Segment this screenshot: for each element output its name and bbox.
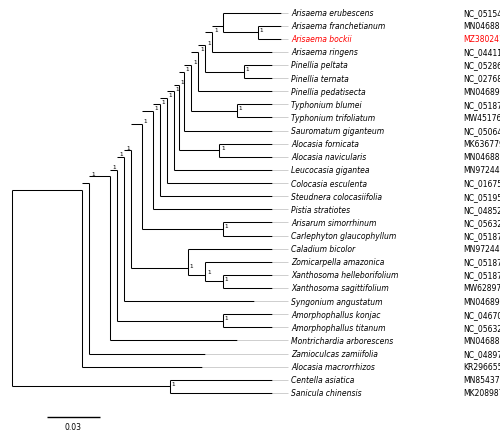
Text: 1: 1 bbox=[172, 381, 176, 386]
Text: 1: 1 bbox=[144, 119, 148, 124]
Text: MN972441: MN972441 bbox=[464, 245, 500, 253]
Text: Amorphophallus titanum: Amorphophallus titanum bbox=[292, 323, 386, 332]
Text: Typhonium trifoliatum: Typhonium trifoliatum bbox=[292, 114, 376, 123]
Text: 1: 1 bbox=[260, 27, 264, 33]
Text: NC_016753: NC_016753 bbox=[464, 179, 500, 188]
Text: 1: 1 bbox=[186, 67, 190, 72]
Text: 1: 1 bbox=[224, 316, 228, 320]
Text: Zomicarpella amazonica: Zomicarpella amazonica bbox=[292, 258, 384, 266]
Text: Pistia stratiotes: Pistia stratiotes bbox=[292, 205, 350, 214]
Text: Arisaema bockii: Arisaema bockii bbox=[292, 35, 352, 44]
Text: Sanicula chinensis: Sanicula chinensis bbox=[292, 388, 362, 398]
Text: 1: 1 bbox=[154, 106, 158, 111]
Text: Centella asiatica: Centella asiatica bbox=[292, 375, 354, 385]
Text: 1: 1 bbox=[193, 60, 196, 65]
Text: MN046885: MN046885 bbox=[464, 22, 500, 31]
Text: 1: 1 bbox=[207, 40, 210, 46]
Text: NC_051871: NC_051871 bbox=[464, 231, 500, 240]
Text: MZ380241: MZ380241 bbox=[464, 35, 500, 44]
Text: 1: 1 bbox=[200, 47, 203, 52]
Text: NC_050648: NC_050648 bbox=[464, 127, 500, 136]
Text: MW628970: MW628970 bbox=[464, 284, 500, 293]
Text: KR296655: KR296655 bbox=[464, 362, 500, 372]
Text: 1: 1 bbox=[214, 27, 218, 33]
Text: 1: 1 bbox=[112, 165, 116, 170]
Text: Arisaema ringens: Arisaema ringens bbox=[292, 48, 358, 57]
Text: MN972442: MN972442 bbox=[464, 166, 500, 175]
Text: MN046882: MN046882 bbox=[464, 153, 500, 162]
Text: NC_048973: NC_048973 bbox=[464, 349, 500, 358]
Text: 1: 1 bbox=[176, 86, 179, 92]
Text: NC_048522: NC_048522 bbox=[464, 205, 500, 214]
Text: MN046894: MN046894 bbox=[464, 297, 500, 306]
Text: 1: 1 bbox=[246, 67, 249, 72]
Text: NC_027681: NC_027681 bbox=[464, 75, 500, 83]
Text: Pinellia ternata: Pinellia ternata bbox=[292, 75, 349, 83]
Text: 1: 1 bbox=[180, 80, 184, 85]
Text: Colocasia esculenta: Colocasia esculenta bbox=[292, 179, 368, 188]
Text: Syngonium angustatum: Syngonium angustatum bbox=[292, 297, 383, 306]
Text: Xanthosoma sagittifolium: Xanthosoma sagittifolium bbox=[292, 284, 389, 293]
Text: Alocasia fornicata: Alocasia fornicata bbox=[292, 140, 359, 149]
Text: 1: 1 bbox=[224, 276, 228, 281]
Text: MN046890: MN046890 bbox=[464, 88, 500, 96]
Text: Amorphophallus konjac: Amorphophallus konjac bbox=[292, 310, 381, 319]
Text: 1: 1 bbox=[190, 263, 193, 268]
Text: MN046889: MN046889 bbox=[464, 336, 500, 345]
Text: 1: 1 bbox=[224, 224, 228, 229]
Text: Arisaema erubescens: Arisaema erubescens bbox=[292, 9, 374, 18]
Text: 1: 1 bbox=[207, 270, 210, 275]
Text: Alocasia navicularis: Alocasia navicularis bbox=[292, 153, 366, 162]
Text: NC_051872: NC_051872 bbox=[464, 101, 500, 110]
Text: 1: 1 bbox=[162, 99, 165, 105]
Text: 1: 1 bbox=[168, 93, 172, 98]
Text: Arisaema franchetianum: Arisaema franchetianum bbox=[292, 22, 386, 31]
Text: Arisarum simorrhinum: Arisarum simorrhinum bbox=[292, 218, 376, 227]
Text: NC_051874: NC_051874 bbox=[464, 258, 500, 266]
Text: NC_052862: NC_052862 bbox=[464, 61, 500, 70]
Text: Steudnera colocasiifolia: Steudnera colocasiifolia bbox=[292, 192, 382, 201]
Text: NC_051873: NC_051873 bbox=[464, 271, 500, 280]
Text: Pinellia peltata: Pinellia peltata bbox=[292, 61, 348, 70]
Text: Leucocasia gigantea: Leucocasia gigantea bbox=[292, 166, 370, 175]
Text: Typhonium blumei: Typhonium blumei bbox=[292, 101, 362, 110]
Text: Carlephyton glaucophyllum: Carlephyton glaucophyllum bbox=[292, 231, 397, 240]
Text: NC_056328: NC_056328 bbox=[464, 218, 500, 227]
Text: 1: 1 bbox=[126, 145, 130, 150]
Text: NC_044118: NC_044118 bbox=[464, 48, 500, 57]
Text: MN854377: MN854377 bbox=[464, 375, 500, 385]
Text: Pinellia pedatisecta: Pinellia pedatisecta bbox=[292, 88, 366, 96]
Text: NC_051541: NC_051541 bbox=[464, 9, 500, 18]
Text: Zamioculcas zamiifolia: Zamioculcas zamiifolia bbox=[292, 349, 378, 358]
Text: NC_046702: NC_046702 bbox=[464, 310, 500, 319]
Text: Montrichardia arborescens: Montrichardia arborescens bbox=[292, 336, 394, 345]
Text: 1: 1 bbox=[91, 171, 94, 177]
Text: 1: 1 bbox=[221, 145, 224, 150]
Text: 0.03: 0.03 bbox=[65, 422, 82, 431]
Text: 1: 1 bbox=[238, 106, 242, 111]
Text: Alocasia macrorrhizos: Alocasia macrorrhizos bbox=[292, 362, 375, 372]
Text: 1: 1 bbox=[119, 152, 123, 157]
Text: MW451769: MW451769 bbox=[464, 114, 500, 123]
Text: MK208987: MK208987 bbox=[464, 388, 500, 398]
Text: Xanthosoma helleborifolium: Xanthosoma helleborifolium bbox=[292, 271, 399, 280]
Text: NC_056329: NC_056329 bbox=[464, 323, 500, 332]
Text: Caladium bicolor: Caladium bicolor bbox=[292, 245, 356, 253]
Text: Sauromatum giganteum: Sauromatum giganteum bbox=[292, 127, 384, 136]
Text: NC_051952: NC_051952 bbox=[464, 192, 500, 201]
Text: MK636779: MK636779 bbox=[464, 140, 500, 149]
